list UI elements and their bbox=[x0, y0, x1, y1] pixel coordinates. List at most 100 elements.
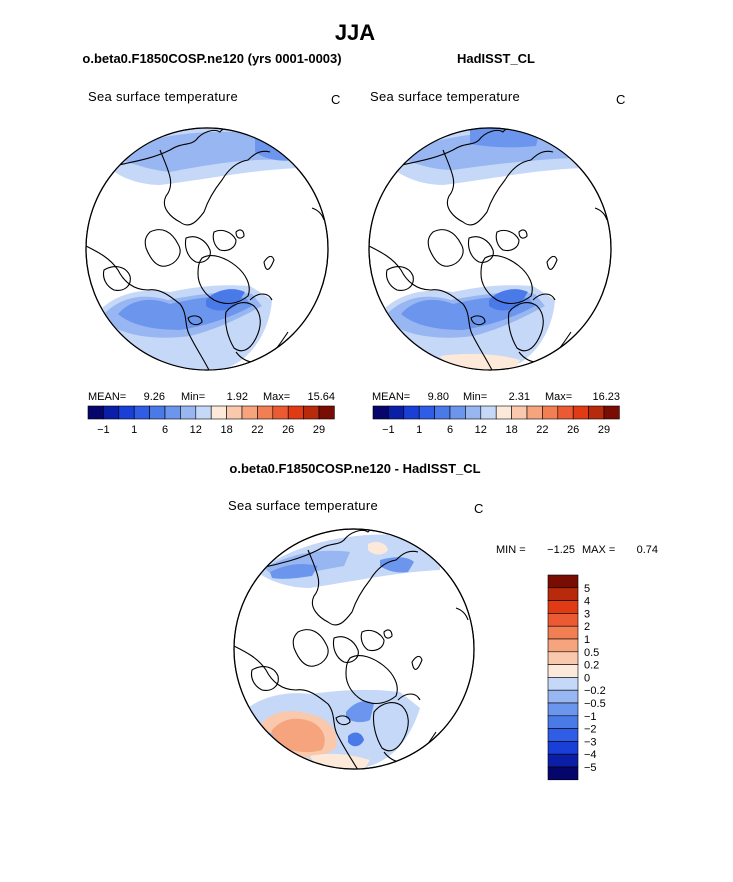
diff-min-value: −1.25 bbox=[547, 544, 575, 556]
diff-panel-title: o.beta0.F1850COSP.ne120 - HadISST_CL bbox=[229, 461, 480, 476]
diff-coast-iceland bbox=[335, 715, 351, 726]
diff-colorbar-swatch bbox=[547, 651, 579, 665]
obs-coast-svalbard bbox=[518, 229, 528, 239]
model-colorbar-swatch bbox=[241, 405, 258, 420]
model-colorbar-ticks: −1 1 6 12 18 22 26 29 bbox=[97, 424, 325, 436]
obs-variable-label: Sea surface temperature bbox=[370, 89, 520, 104]
obs-colorbar-swatch bbox=[388, 405, 405, 420]
model-colorbar-tick-label: −1 bbox=[97, 424, 110, 436]
obs-colorbar-swatch bbox=[511, 405, 528, 420]
model-colorbar-swatch bbox=[87, 405, 104, 420]
diff-colorbar-swatch bbox=[547, 587, 579, 601]
diff-colorbar-level-label: 4 bbox=[584, 596, 590, 608]
diff-coast-small-island bbox=[455, 607, 469, 621]
obs-coast-novaya-zemlya bbox=[546, 255, 558, 270]
model-colorbar-swatch bbox=[164, 405, 181, 420]
diff-colorbar-swatch bbox=[547, 677, 579, 691]
diff-colorbar-level-label: 2 bbox=[584, 621, 590, 633]
diff-field-atlantic-warmer bbox=[271, 718, 325, 753]
model-colorbar-swatch bbox=[318, 405, 335, 420]
diff-coast-svalbard bbox=[383, 629, 393, 639]
model-colorbar-tick-label: 1 bbox=[131, 424, 137, 436]
diff-colorbar-level-label: −0.5 bbox=[584, 698, 606, 710]
diff-colorbar-level-label: 5 bbox=[584, 583, 590, 595]
model-sst-norwegian-sea bbox=[206, 289, 245, 311]
diff-coast-hudson-bay bbox=[250, 666, 279, 691]
model-coast-novaya-zemlya bbox=[263, 255, 275, 270]
model-colorbar-swatch bbox=[287, 405, 304, 420]
diff-max-value: 0.74 bbox=[637, 544, 658, 556]
obs-colorbar-swatch bbox=[572, 405, 589, 420]
model-colorbar-tick-label: 29 bbox=[313, 424, 325, 436]
diff-colorbar-swatch bbox=[547, 766, 579, 781]
model-coast-canada-islands bbox=[144, 229, 237, 267]
obs-colorbar-tick-label: −1 bbox=[382, 424, 395, 436]
diff-colorbar-level-label: 0.2 bbox=[584, 660, 599, 672]
obs-colorbar-tick-label: 6 bbox=[447, 424, 453, 436]
obs-colorbar-swatch bbox=[403, 405, 420, 420]
obs-units-label: C bbox=[616, 92, 626, 107]
diff-colorbar-level-label: −4 bbox=[584, 749, 597, 761]
diff-field-bering-warm bbox=[368, 542, 388, 555]
diff-colorbar-swatch bbox=[547, 664, 579, 678]
obs-colorbar-swatch bbox=[495, 405, 512, 420]
diff-colorbar-level-label: −3 bbox=[584, 736, 597, 748]
model-colorbar-swatch bbox=[210, 405, 227, 420]
obs-mean-value: 9.80 bbox=[428, 391, 449, 403]
model-colorbar-swatch bbox=[103, 405, 120, 420]
obs-max-label: Max= bbox=[545, 391, 572, 403]
model-colorbar-tick-label: 12 bbox=[190, 424, 202, 436]
model-colorbar-tick-label: 22 bbox=[251, 424, 263, 436]
obs-colorbar-swatch bbox=[372, 405, 389, 420]
model-colorbar-tick-label: 26 bbox=[282, 424, 294, 436]
obs-mean-label: MEAN= bbox=[372, 391, 410, 403]
model-panel-title: o.beta0.F1850COSP.ne120 (yrs 0001-0003) bbox=[82, 51, 341, 66]
diff-colorbar-swatch bbox=[547, 741, 579, 755]
model-min-label: Min= bbox=[181, 391, 205, 403]
obs-colorbar-swatch bbox=[434, 405, 451, 420]
model-max-value: 15.64 bbox=[307, 391, 335, 403]
model-coast-hudson-bay bbox=[102, 266, 131, 291]
model-panel: Sea surface temperature C bbox=[85, 89, 341, 436]
obs-coast-north-america bbox=[369, 245, 494, 370]
obs-colorbar-tick-label: 22 bbox=[536, 424, 548, 436]
diff-colorbar-swatch bbox=[547, 753, 579, 768]
model-coast-small-island bbox=[311, 207, 325, 221]
diff-coast-scandinavia bbox=[372, 693, 421, 752]
model-colorbar-swatch bbox=[257, 405, 274, 420]
model-coast-greenland bbox=[197, 255, 250, 305]
diff-field-baltic-cool bbox=[348, 732, 364, 747]
diff-colorbar-level-label: 0.5 bbox=[584, 647, 599, 659]
diff-coast-novaya-zemlya bbox=[411, 655, 423, 670]
model-units-label: C bbox=[331, 92, 341, 107]
diff-colorbar-level-label: −2 bbox=[584, 724, 597, 736]
obs-colorbar-swatch bbox=[526, 405, 543, 420]
diff-units-label: C bbox=[474, 501, 484, 516]
obs-colorbar-swatch bbox=[557, 405, 574, 420]
diff-colorbar-level-label: −5 bbox=[584, 762, 597, 774]
diff-colorbar-level-label: −1 bbox=[584, 711, 597, 723]
obs-colorbar-ticks: −1 1 6 12 18 22 26 29 bbox=[382, 424, 610, 436]
obs-colorbar-swatch bbox=[465, 405, 482, 420]
model-colorbar-swatch bbox=[149, 405, 166, 420]
obs-sst-norwegian-sea bbox=[489, 289, 528, 311]
obs-coast-iceland bbox=[470, 315, 486, 326]
obs-colorbar-swatch bbox=[449, 405, 466, 420]
diff-min-label: MIN = bbox=[496, 544, 526, 556]
model-colorbar-swatch bbox=[303, 405, 320, 420]
diff-max-label: MAX = bbox=[582, 544, 615, 556]
diff-field-nordic-cool bbox=[346, 701, 374, 723]
model-colorbar-swatch bbox=[133, 405, 150, 420]
obs-colorbar-swatch bbox=[418, 405, 435, 420]
obs-colorbar-swatch bbox=[588, 405, 605, 420]
obs-colorbar-tick-label: 26 bbox=[567, 424, 579, 436]
model-coastlines bbox=[86, 128, 325, 370]
model-mean-value: 9.26 bbox=[144, 391, 165, 403]
diff-variable-label: Sea surface temperature bbox=[228, 498, 378, 513]
obs-colorbar-tick-label: 1 bbox=[416, 424, 422, 436]
model-colorbar-swatch bbox=[180, 405, 197, 420]
model-colorbar-swatch bbox=[195, 405, 212, 420]
diff-colorbar-swatch bbox=[547, 702, 579, 717]
model-coast-arctic-ocean bbox=[159, 149, 271, 226]
diff-panel: Sea surface temperature C bbox=[228, 498, 658, 781]
